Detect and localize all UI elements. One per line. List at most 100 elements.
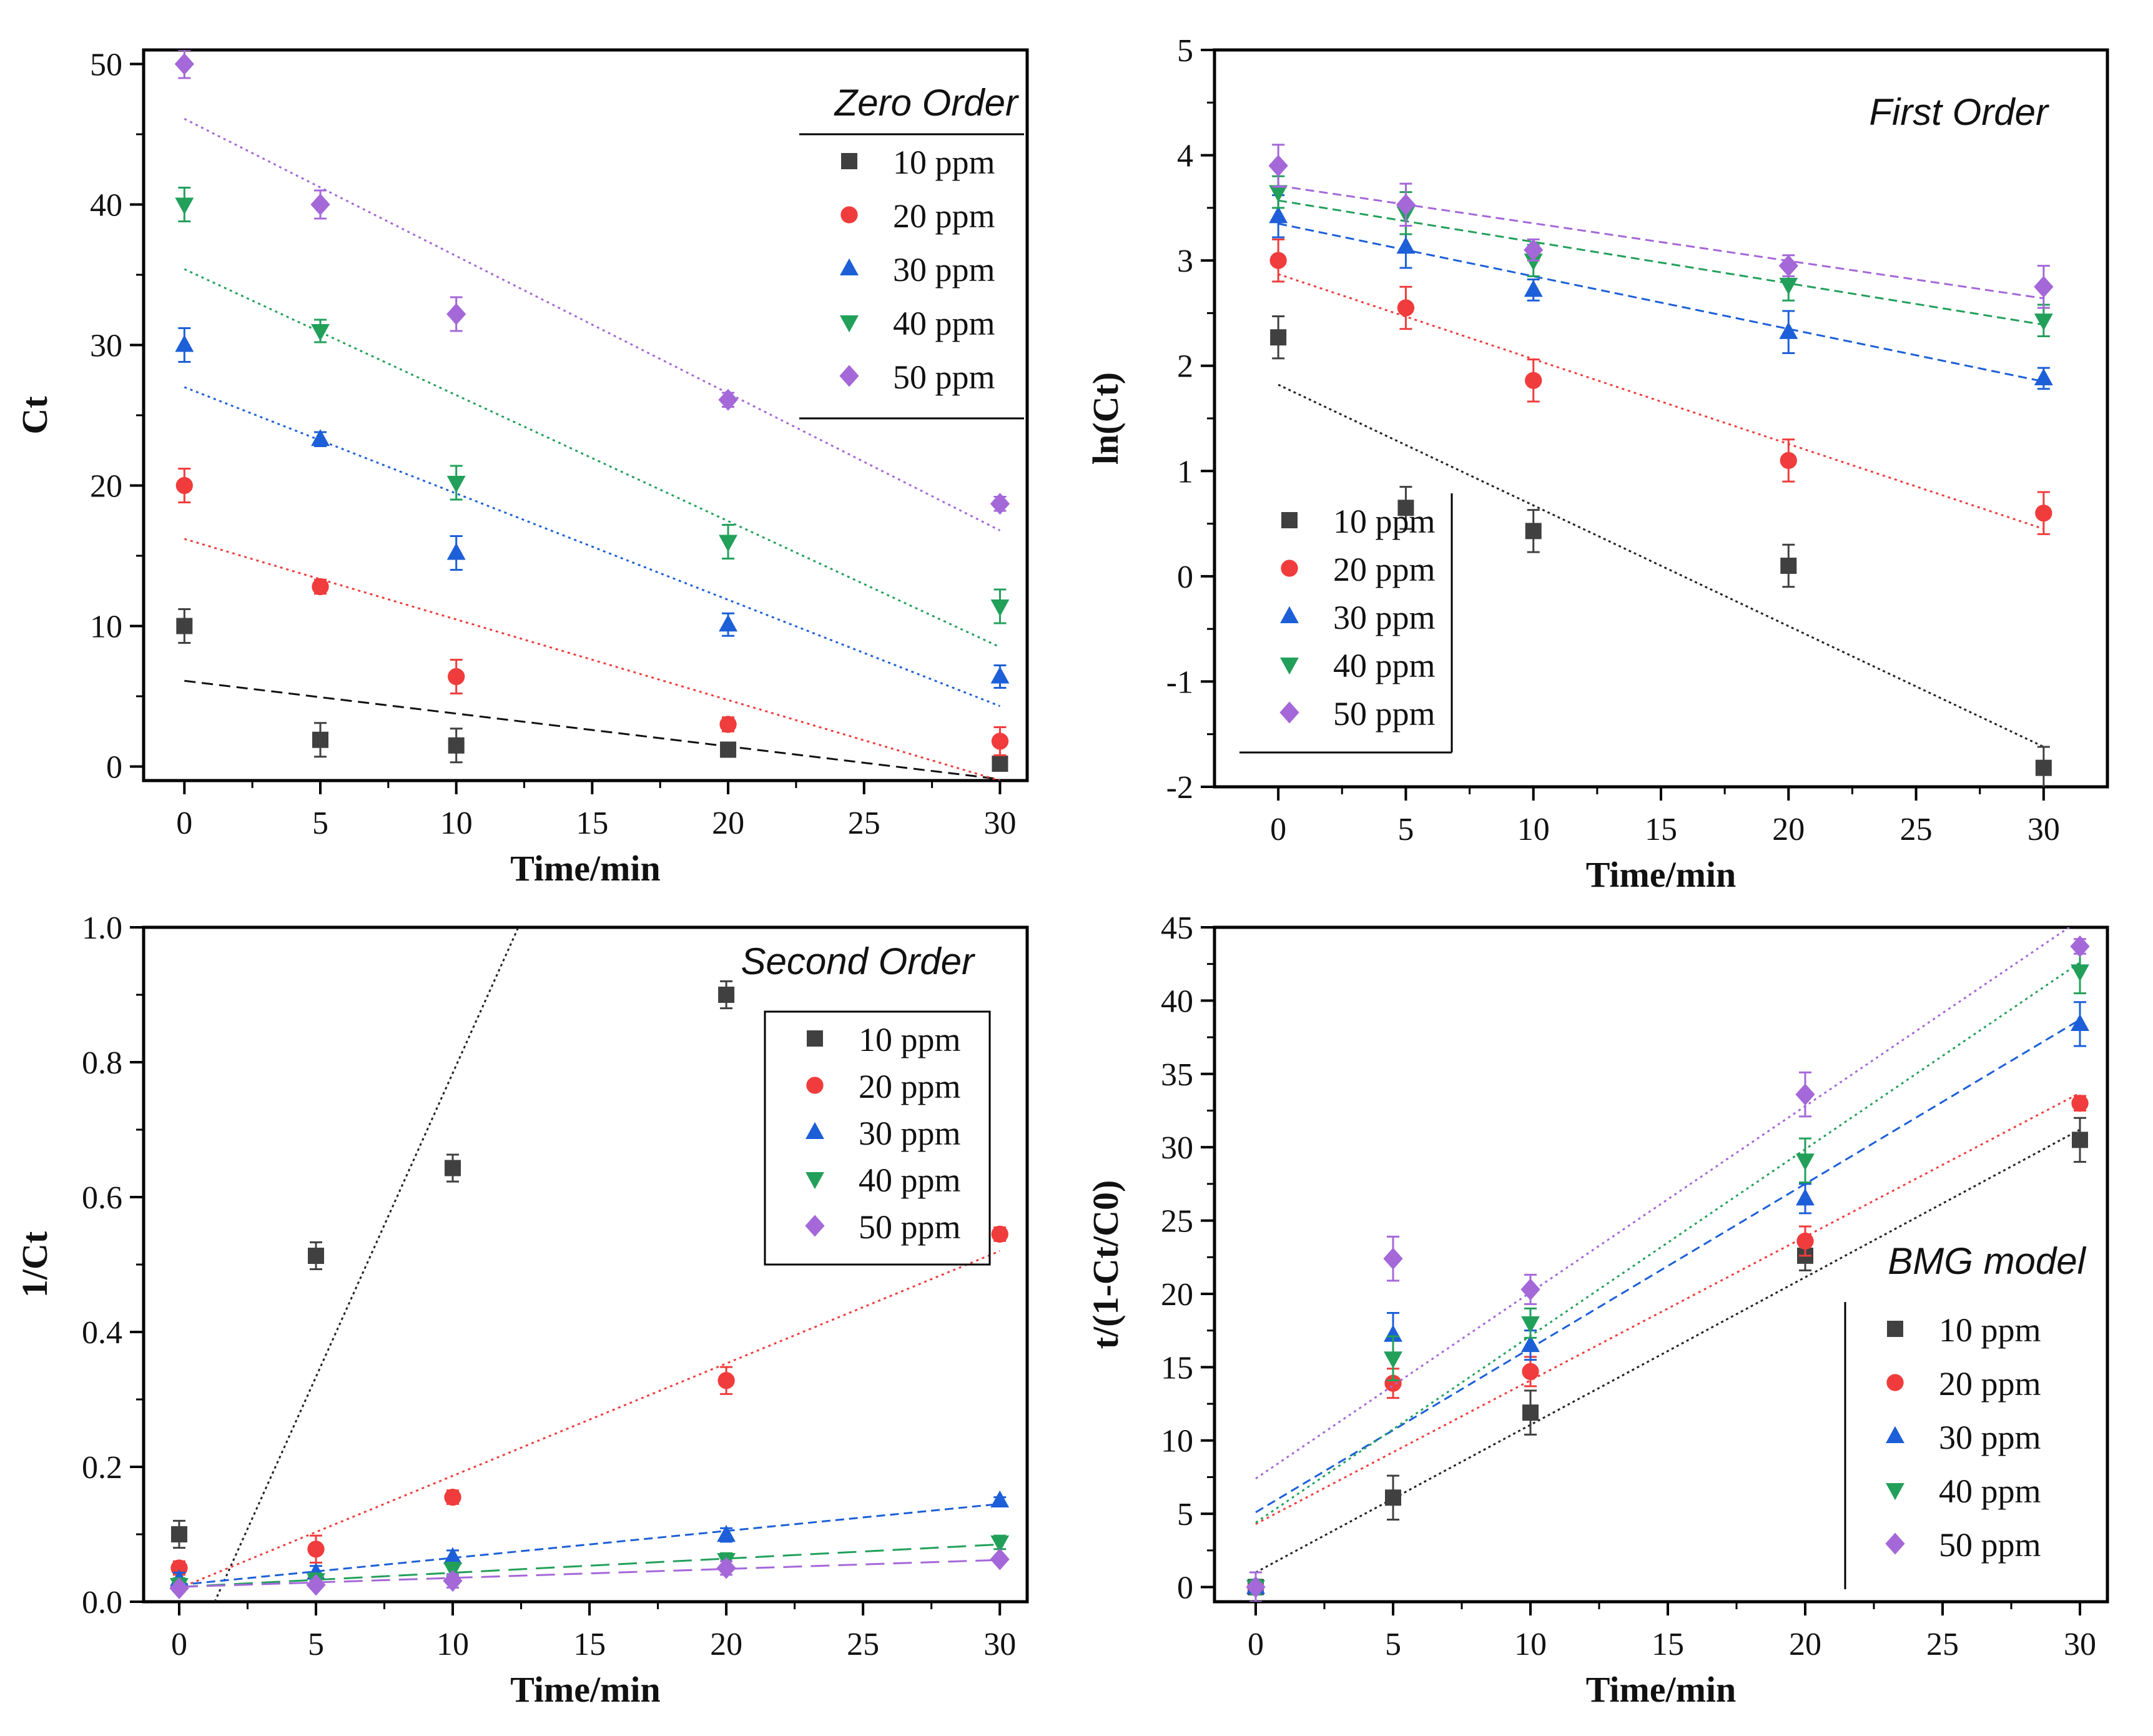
data-point: [1796, 1232, 1814, 1250]
legend: Zero Order 10 ppm 20 ppm 30 ppm 40 ppm 50 ppm: [799, 82, 1024, 420]
x-tick-label: 0: [1248, 1627, 1264, 1662]
chart-title: First Order: [1869, 91, 2049, 133]
data-point: [2034, 275, 2054, 298]
y-tick-label: 40: [1161, 984, 1193, 1019]
legend: Second Order 10 ppm 20 ppm 30 ppm 40 ppm 50 p…: [741, 940, 991, 1266]
x-tick-label: 5: [308, 1627, 324, 1662]
data-point: [716, 1557, 736, 1579]
data-point: [1779, 322, 1798, 339]
data-point: [2035, 759, 2052, 776]
data-point: [1524, 280, 1543, 297]
data-point: [990, 599, 1010, 617]
y-tick-label: 5: [1177, 33, 1193, 69]
series-30-ppm: [170, 1490, 1010, 1587]
y-axis-label: t/(1-Ct/C0): [1085, 1180, 1126, 1349]
fit-line: [1255, 1018, 2081, 1514]
data-point: [2071, 1095, 2089, 1112]
fit-line: [1278, 273, 2044, 530]
legend-marker: [1280, 657, 1299, 675]
data-point: [1780, 558, 1797, 574]
legend-marker: [805, 1215, 825, 1237]
data-point: [1795, 1083, 1815, 1106]
y-tick-label: 3: [1177, 244, 1193, 279]
y-tick-label: 0: [1177, 1571, 1193, 1606]
y-tick-label: 2: [1177, 349, 1193, 385]
data-point: [719, 614, 738, 632]
legend-marker: [807, 1030, 823, 1047]
series-20-ppm: [1269, 238, 2052, 535]
x-tick-label: 5: [1385, 1627, 1401, 1662]
x-tick-label: 5: [312, 806, 328, 841]
fit-line: [184, 679, 1000, 781]
x-tick-label: 30: [2064, 1627, 2096, 1662]
data-point: [174, 52, 194, 76]
legend-label: 30 ppm: [893, 251, 995, 289]
data-point: [307, 1541, 325, 1558]
data-point: [1270, 329, 1287, 346]
x-tick-label: 5: [1397, 812, 1414, 847]
series-20-ppm: [175, 468, 1009, 781]
data-point: [1269, 185, 1288, 202]
data-point: [1384, 1324, 1402, 1342]
y-tick-label: 50: [90, 47, 122, 83]
legend-marker: [806, 1122, 824, 1140]
data-point: [1384, 1374, 1402, 1392]
legend-marker: [1886, 1482, 1904, 1501]
legend-label: 50 ppm: [1333, 695, 1436, 732]
legend-marker: [839, 365, 859, 387]
data-point: [990, 1535, 1010, 1553]
chart-title: Second Order: [741, 940, 975, 982]
y-tick-label: 0: [1177, 560, 1193, 595]
legend-label: 20 ppm: [893, 197, 995, 235]
x-tick-label: 10: [440, 806, 473, 841]
legend-marker: [806, 1077, 824, 1094]
data-point: [1384, 1351, 1402, 1369]
legend-label: 40 ppm: [1333, 647, 1436, 684]
data-point: [1796, 1153, 1815, 1171]
data-point: [175, 335, 194, 352]
series-30-ppm: [175, 327, 1010, 708]
chart-title: BMG model: [1888, 1240, 2086, 1282]
x-tick-label: 30: [983, 1627, 1016, 1662]
legend-marker: [1280, 606, 1299, 624]
y-tick-label: 0.8: [82, 1045, 122, 1081]
y-axis-label: Ct: [14, 396, 55, 435]
series-30-ppm: [1269, 194, 2053, 390]
legend-label: 10 ppm: [859, 1021, 961, 1058]
data-point: [1397, 500, 1414, 516]
y-tick-label: 20: [1161, 1277, 1193, 1313]
series-10-ppm: [1270, 315, 2052, 787]
data-point: [443, 1569, 463, 1592]
legend: First Order 10 ppm 20 ppm 30 ppm 40 ppm 50 pp…: [1239, 91, 2049, 754]
x-tick-label: 25: [1900, 812, 1933, 847]
y-tick-label: 45: [1161, 910, 1193, 946]
y-tick-label: 30: [1161, 1130, 1193, 1166]
data-point: [2071, 1013, 2089, 1032]
data-point: [719, 535, 738, 552]
data-point: [717, 1372, 735, 1389]
data-point: [448, 668, 465, 686]
data-point: [169, 1577, 189, 1599]
legend-marker: [1887, 1321, 1903, 1337]
series-40-ppm: [175, 187, 1010, 648]
y-tick-label: 0: [106, 750, 122, 786]
data-point: [990, 1490, 1010, 1508]
data-point: [446, 543, 466, 560]
data-point: [1396, 194, 1416, 216]
legend-label: 40 ppm: [893, 305, 995, 342]
data-point: [444, 1488, 461, 1506]
data-point: [176, 618, 193, 634]
x-tick-label: 20: [1789, 1627, 1821, 1662]
series-10-ppm: [1248, 1117, 2088, 1595]
legend-label: 10 ppm: [1333, 503, 1436, 540]
data-point: [1383, 1248, 1403, 1270]
data-point: [991, 1225, 1008, 1243]
legend-marker: [1281, 560, 1298, 577]
data-point: [307, 1247, 324, 1264]
y-tick-label: 1: [1177, 454, 1193, 490]
x-tick-label: 20: [1772, 812, 1805, 847]
chart-title: Zero Order: [834, 82, 1019, 124]
x-tick-label: 0: [171, 1627, 187, 1662]
data-point: [1525, 372, 1542, 389]
